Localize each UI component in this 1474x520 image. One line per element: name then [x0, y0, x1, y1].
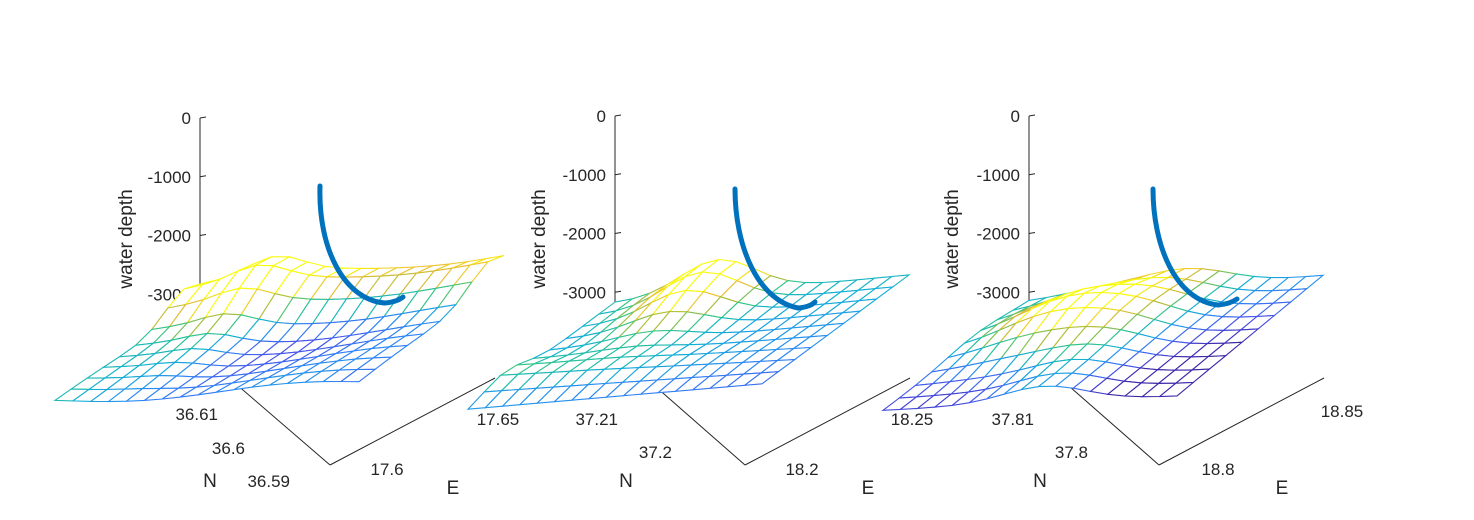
- panel-1-z-tick-label: -1000: [148, 168, 191, 187]
- panel-3-n-axis-label: N: [1033, 471, 1047, 492]
- panel-3-z-tick-mark: [1028, 114, 1036, 117]
- panel-1-n-tick-label: 36.6: [212, 439, 245, 458]
- panel-2-trajectory-curve: [732, 186, 818, 311]
- panel-2-e-axis: [744, 377, 911, 466]
- panel-3-z-tick-mark: [1028, 290, 1036, 293]
- panel-3-e-tick-label: 18.85: [1321, 402, 1364, 421]
- panel-2-e-axis-label: E: [862, 478, 875, 499]
- panel-3-z-tick-label: -1000: [977, 166, 1020, 185]
- panel-2-z-tick-label: 0: [597, 107, 606, 126]
- panel-1-z-tick-mark: [199, 175, 207, 178]
- panel-1-z-tick-mark: [199, 234, 207, 236]
- panel-3-e-axis: [1158, 377, 1325, 466]
- panel-3-z-tick-label: 0: [1011, 107, 1020, 126]
- panel-3-z-tick-label: -2000: [977, 225, 1020, 244]
- panel-1-z-tick-mark: [199, 116, 207, 119]
- panel-2-z-tick-mark: [614, 173, 622, 176]
- panel-2-z-tick-label: -2000: [563, 225, 606, 244]
- panel-1-n-axis-label: N: [203, 471, 217, 492]
- panel-1-e-tick-label: 17.65: [477, 410, 520, 429]
- panel-1-n-tick-label: 36.61: [175, 405, 218, 424]
- panel-2-z-tick-mark: [614, 290, 622, 293]
- panel-1-trajectory-curve: [317, 183, 406, 306]
- panel-2-e-tick-label: 18.2: [785, 460, 818, 479]
- panel-3-trajectory-curve: [1150, 186, 1240, 308]
- panel-3-z-tick-mark: [1028, 173, 1036, 176]
- panel-2-z-tick-mark: [614, 114, 622, 117]
- panel-1-n-tick-label: 36.59: [247, 472, 290, 491]
- panel-3-z-axis-label: water depth: [942, 189, 963, 289]
- panel-1-z-tick-label: -2000: [148, 227, 191, 246]
- panel-2-z-axis-label: water depth: [529, 189, 550, 289]
- panel-3-surface-cell: [1158, 381, 1195, 398]
- panel-2-z-tick-label: -3000: [563, 283, 606, 302]
- panel-2-z-tick-mark: [614, 232, 622, 234]
- panel-3-n-tick-label: 37.8: [1055, 443, 1088, 462]
- panel-1-e-axis: [329, 377, 496, 466]
- panel-1-z-tick-label: 0: [182, 109, 191, 128]
- panel-2-n-tick-label: 37.2: [639, 443, 672, 462]
- panel-1-z-axis-label: water depth: [116, 189, 137, 289]
- panel-2-e-tick-label: 18.25: [891, 410, 934, 429]
- panel-2-n-tick-label: 37.21: [575, 410, 618, 429]
- panel-3-e-tick-label: 18.8: [1201, 460, 1234, 479]
- panel-3-z-tick-label: -3000: [977, 283, 1020, 302]
- panel-3-n-tick-label: 37.81: [991, 410, 1034, 429]
- panel-3-e-axis-label: E: [1276, 478, 1289, 499]
- panel-2-surface-cell: [742, 371, 781, 387]
- panel-2-n-axis-label: N: [619, 471, 633, 492]
- panel-2-z-tick-label: -1000: [563, 166, 606, 185]
- panel-1-surface-cell: [339, 368, 377, 383]
- panel-3-z-tick-mark: [1028, 232, 1036, 234]
- panel-1-e-axis-label: E: [447, 478, 460, 499]
- panel-1-e-tick-label: 17.6: [370, 460, 403, 479]
